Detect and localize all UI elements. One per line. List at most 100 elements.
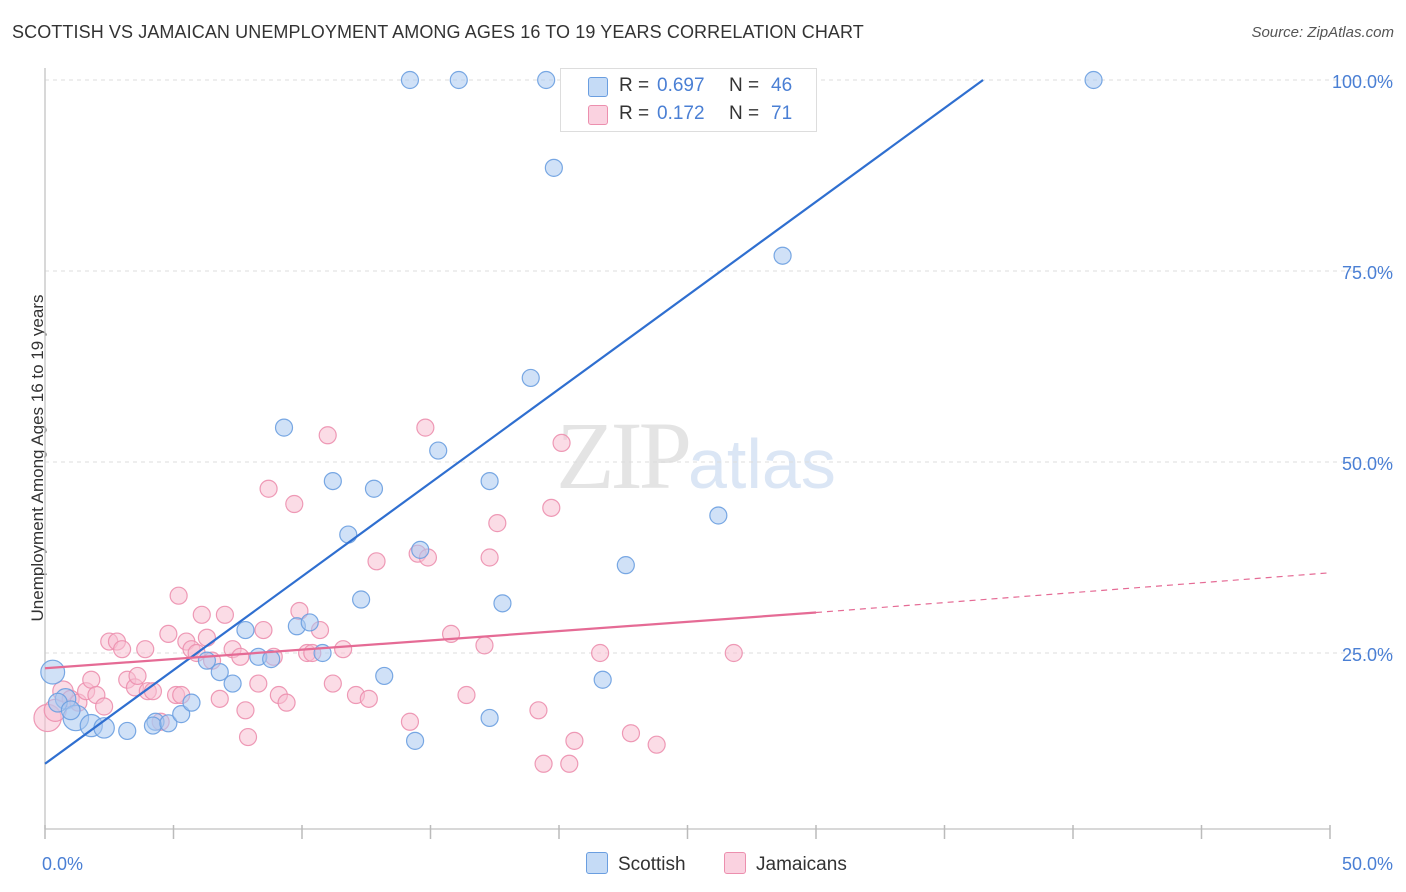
scottish-point (210, 662, 229, 682)
legend-n-value: 46 (771, 75, 793, 96)
jamaican-point (565, 731, 584, 750)
y-tick-label: 75.0% (1342, 263, 1393, 283)
scottish-point (118, 721, 137, 741)
scottish-point (143, 716, 163, 735)
bottom-legend-jamaicans[interactable]: Jamaicans (724, 852, 847, 876)
y-tick-label: 25.0% (1342, 645, 1393, 665)
scottish-point (773, 246, 792, 265)
x-tick-label: 0.0% (42, 854, 83, 874)
points-layer (33, 70, 1103, 773)
jamaican-point (159, 624, 178, 644)
jamaican-point (82, 670, 101, 689)
scottish-legend-swatch (586, 852, 608, 874)
jamaican-point (416, 418, 435, 437)
legend-r-value: 0.697 (657, 75, 705, 96)
jamaican-point (277, 693, 296, 712)
scottish-point (375, 666, 394, 686)
scottish-point (172, 705, 191, 724)
scottish-point (1084, 70, 1103, 90)
scottish-point (593, 670, 612, 689)
jamaicans-swatch (588, 105, 608, 125)
x-tick-label: 50.0% (1342, 854, 1393, 874)
jamaican-point (210, 689, 229, 708)
jamaican-point (112, 640, 132, 659)
grid-layer (45, 79, 1395, 654)
watermark: ZIPatlas (556, 400, 836, 511)
tick-labels-layer: 25.0% 50.0% 75.0% 100.0% 0.0% 50.0% (42, 72, 1393, 874)
jamaican-point (285, 494, 304, 514)
jamaican-point (591, 643, 610, 663)
legend-n-label: N = (729, 103, 760, 124)
jamaican-point (334, 640, 353, 659)
jamaican-point (488, 514, 507, 533)
legend-r-label: R = (619, 75, 650, 96)
scottish-point (493, 594, 512, 613)
jamaican-point (475, 636, 494, 655)
scottish-point (262, 650, 281, 669)
jamaican-point (457, 685, 476, 705)
jamaican-point (400, 712, 420, 731)
scottish-trend-line (44, 79, 984, 765)
chart-title: SCOTTISH VS JAMAICAN UNEMPLOYMENT AMONG … (12, 22, 864, 42)
jamaican-point (542, 498, 561, 517)
jamaicans-legend-swatch (724, 852, 746, 874)
scottish-point (182, 693, 201, 712)
jamaicans-legend-label: Jamaicans (756, 854, 847, 875)
y-tick-label: 50.0% (1342, 454, 1393, 474)
jamaican-trend-extension (815, 572, 1331, 614)
jamaican-point (259, 479, 278, 498)
jamaican-point (254, 620, 273, 640)
legend-n-value: 71 (771, 103, 793, 124)
scottish-point (323, 472, 342, 491)
scottish-point (223, 674, 242, 693)
scottish-point (411, 540, 430, 559)
scottish-point (300, 613, 319, 632)
legend-r-value: 0.172 (657, 103, 705, 124)
jamaican-point (480, 548, 499, 567)
scottish-point (40, 659, 66, 685)
scottish-swatch (588, 77, 608, 97)
jamaican-point (323, 674, 342, 693)
scottish-point (449, 70, 468, 90)
scottish-point (405, 731, 425, 750)
jamaican-point (238, 727, 258, 747)
jamaican-point (128, 666, 147, 686)
bottom-legend-scottish[interactable]: Scottish (586, 852, 686, 876)
scottish-point (709, 506, 728, 525)
scottish-point (364, 479, 384, 498)
watermark-zip: ZIP (556, 402, 692, 509)
jamaican-point (95, 697, 114, 716)
jamaican-point (136, 640, 155, 659)
scottish-point (429, 441, 448, 460)
scottish-point (60, 700, 81, 721)
jamaican-point (318, 426, 337, 445)
scottish-point (352, 590, 371, 609)
jamaican-point (215, 605, 234, 624)
source-label: Source: ZipAtlas.com (1251, 24, 1394, 41)
scottish-point (480, 472, 499, 491)
jamaican-point (552, 433, 571, 452)
scottish-legend-label: Scottish (618, 854, 686, 875)
y-tick-label: 100.0% (1332, 72, 1393, 92)
jamaican-point (231, 647, 250, 666)
scottish-point (236, 620, 255, 640)
jamaican-point (534, 754, 553, 773)
jamaican-point (621, 724, 641, 743)
legend-row-scottish: R = 0.697 N = 46 (561, 73, 816, 101)
legend-row-jamaicans: R = 0.172 N = 71 (561, 101, 816, 129)
scottish-point (400, 70, 420, 90)
jamaican-point (724, 643, 743, 663)
jamaican-point (249, 674, 268, 693)
jamaican-point (647, 735, 666, 754)
scottish-point (616, 556, 635, 575)
scottish-point (480, 708, 499, 728)
jamaican-trend-line (44, 611, 817, 670)
axis-layer (44, 68, 1331, 839)
jamaican-point (197, 628, 217, 647)
scottish-point (339, 525, 358, 544)
jamaican-point (169, 586, 188, 605)
legend-n-label: N = (729, 75, 760, 96)
jamaican-point (529, 701, 548, 720)
jamaican-point (560, 754, 579, 773)
scottish-point (544, 158, 563, 177)
